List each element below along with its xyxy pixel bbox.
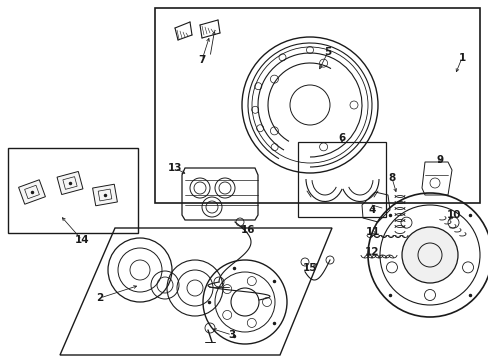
Text: 11: 11 [365, 227, 380, 237]
Text: 1: 1 [457, 53, 465, 63]
Text: 15: 15 [302, 263, 317, 273]
Bar [8, 148, 138, 233]
Bar [297, 142, 385, 217]
Text: 13: 13 [167, 163, 182, 173]
Text: 7: 7 [198, 55, 205, 65]
Text: 14: 14 [75, 235, 89, 245]
Polygon shape [57, 171, 83, 194]
Text: 10: 10 [446, 210, 460, 220]
Text: 5: 5 [324, 47, 331, 57]
Text: 4: 4 [367, 205, 375, 215]
Text: 9: 9 [436, 155, 443, 165]
Bar [155, 8, 479, 203]
Text: 3: 3 [228, 330, 235, 340]
Text: 16: 16 [240, 225, 255, 235]
Polygon shape [92, 184, 117, 206]
Text: 2: 2 [96, 293, 103, 303]
Text: 6: 6 [338, 133, 345, 143]
Text: 12: 12 [364, 247, 379, 257]
Circle shape [401, 227, 457, 283]
Text: 8: 8 [387, 173, 395, 183]
Polygon shape [19, 180, 45, 204]
